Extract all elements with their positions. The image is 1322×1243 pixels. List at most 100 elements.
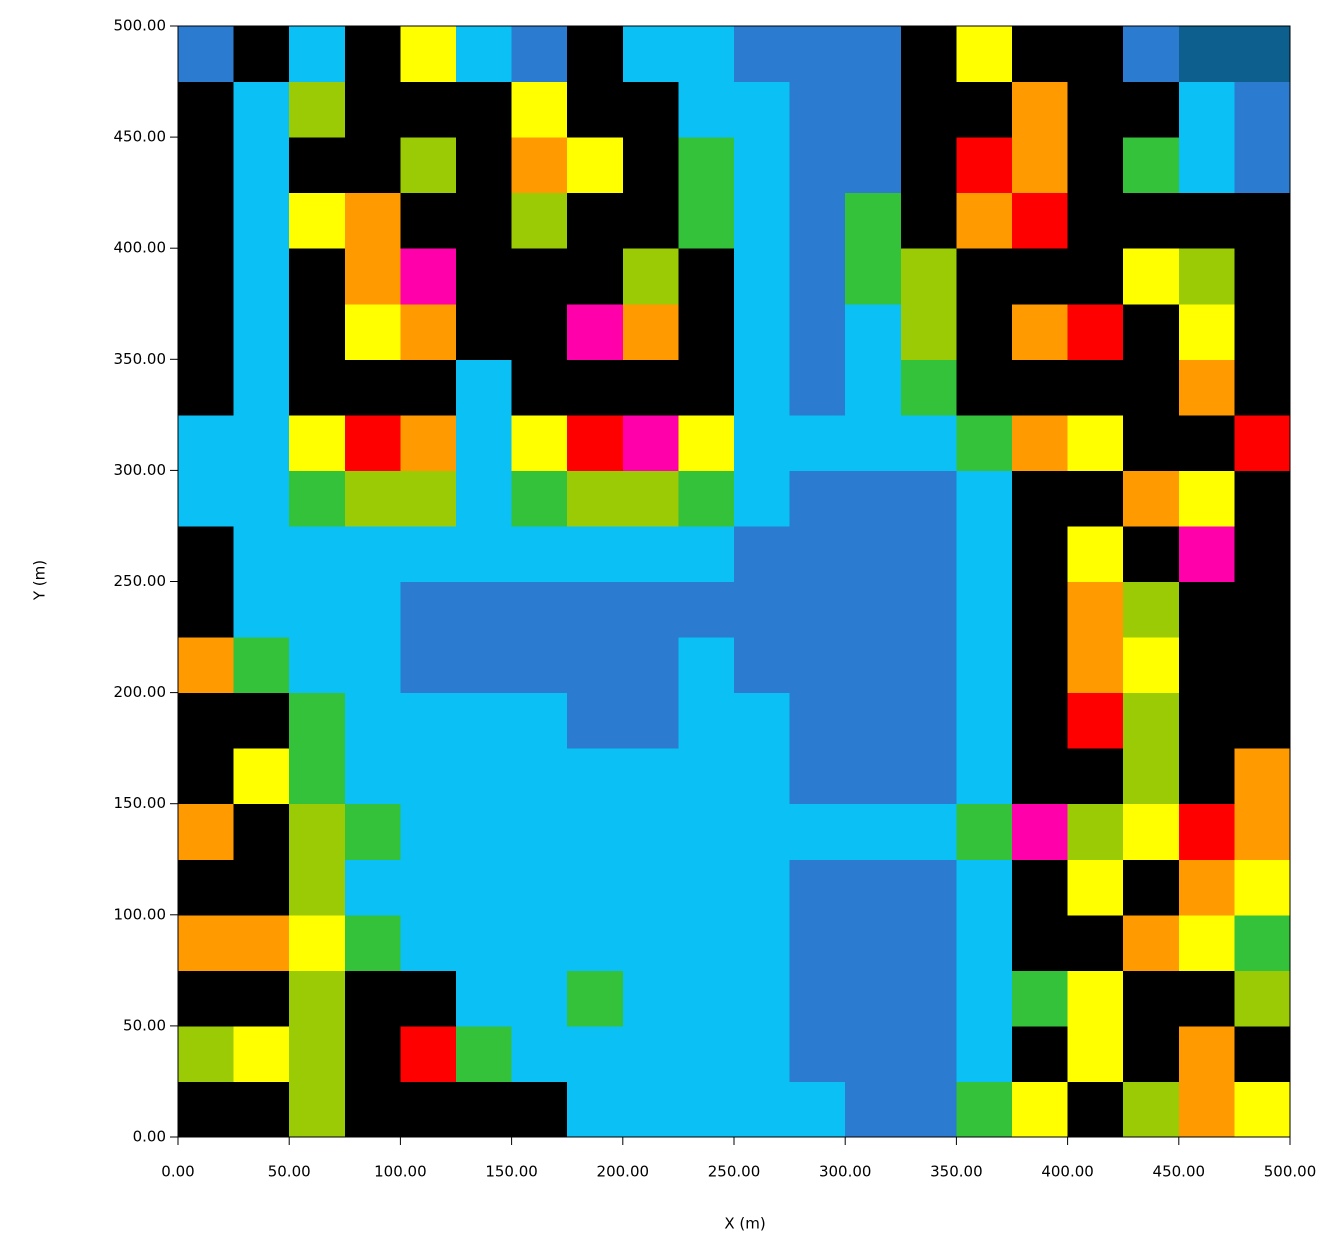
cell xyxy=(512,526,568,582)
cell xyxy=(234,637,290,693)
cell xyxy=(345,193,401,249)
cell xyxy=(400,248,456,304)
cell xyxy=(289,82,345,138)
cell xyxy=(678,1081,734,1137)
cell xyxy=(901,804,957,860)
cell xyxy=(400,1081,456,1137)
cell xyxy=(345,82,401,138)
cell xyxy=(1123,137,1179,193)
cell xyxy=(234,415,290,471)
cell xyxy=(178,1081,234,1137)
cell xyxy=(567,248,623,304)
cell xyxy=(1123,1081,1179,1137)
cell xyxy=(678,1026,734,1082)
cell xyxy=(678,693,734,749)
cell xyxy=(734,582,790,638)
cell xyxy=(1234,304,1290,360)
cell xyxy=(234,1081,290,1137)
cell xyxy=(1012,359,1068,415)
cell xyxy=(956,693,1012,749)
x-tick-label: 150.00 xyxy=(485,1163,538,1181)
cell xyxy=(1012,748,1068,804)
cell xyxy=(1234,859,1290,915)
x-tick-label: 350.00 xyxy=(930,1163,983,1181)
cell xyxy=(1068,970,1124,1026)
cell xyxy=(456,248,512,304)
cell xyxy=(567,193,623,249)
cell xyxy=(178,804,234,860)
cell xyxy=(901,26,957,82)
cell xyxy=(1123,1026,1179,1082)
cell xyxy=(901,82,957,138)
y-tick-label: 500.00 xyxy=(114,17,167,35)
cell xyxy=(623,82,679,138)
cell xyxy=(845,82,901,138)
x-tick-label: 200.00 xyxy=(597,1163,650,1181)
cell xyxy=(1068,82,1124,138)
cell xyxy=(623,693,679,749)
cell xyxy=(956,248,1012,304)
cell xyxy=(567,82,623,138)
y-axis-label: Y (m) xyxy=(31,560,49,601)
cell xyxy=(790,415,846,471)
cell xyxy=(734,970,790,1026)
cell xyxy=(178,859,234,915)
cell xyxy=(1123,26,1179,82)
cell xyxy=(456,637,512,693)
y-tick-label: 150.00 xyxy=(114,794,167,812)
cell xyxy=(567,359,623,415)
cell xyxy=(1179,970,1235,1026)
cell xyxy=(901,137,957,193)
cell xyxy=(956,193,1012,249)
cell xyxy=(345,1081,401,1137)
cell xyxy=(400,526,456,582)
cell xyxy=(178,415,234,471)
cell xyxy=(289,804,345,860)
cell xyxy=(790,859,846,915)
cell xyxy=(178,748,234,804)
cell xyxy=(678,859,734,915)
cell xyxy=(678,582,734,638)
cell xyxy=(512,637,568,693)
cell xyxy=(845,859,901,915)
cell xyxy=(1234,748,1290,804)
cell xyxy=(845,193,901,249)
cell xyxy=(734,526,790,582)
cell xyxy=(1068,859,1124,915)
cell xyxy=(234,248,290,304)
cell xyxy=(734,137,790,193)
cell xyxy=(1179,304,1235,360)
y-tick-label: 50.00 xyxy=(123,1016,166,1034)
cell xyxy=(400,415,456,471)
cell xyxy=(456,304,512,360)
cell xyxy=(956,1026,1012,1082)
cell xyxy=(1068,359,1124,415)
cell xyxy=(1123,970,1179,1026)
cell xyxy=(1012,304,1068,360)
cell xyxy=(178,693,234,749)
cell xyxy=(512,859,568,915)
cell xyxy=(1179,359,1235,415)
cell xyxy=(734,693,790,749)
cell xyxy=(1179,582,1235,638)
cell xyxy=(512,82,568,138)
cell xyxy=(790,748,846,804)
cell xyxy=(345,526,401,582)
cell xyxy=(623,193,679,249)
cell xyxy=(400,693,456,749)
cell xyxy=(345,748,401,804)
cell xyxy=(1068,804,1124,860)
cell xyxy=(234,359,290,415)
page: X (m) Y (m) 0.0050.00100.00150.00200.002… xyxy=(0,0,1322,1243)
x-tick-label: 400.00 xyxy=(1041,1163,1094,1181)
cell xyxy=(901,526,957,582)
cell xyxy=(956,304,1012,360)
cell xyxy=(1012,415,1068,471)
cell xyxy=(289,137,345,193)
cell xyxy=(400,915,456,971)
cell xyxy=(623,359,679,415)
cell xyxy=(178,26,234,82)
cell xyxy=(956,359,1012,415)
cell xyxy=(1123,82,1179,138)
cell xyxy=(1068,1081,1124,1137)
